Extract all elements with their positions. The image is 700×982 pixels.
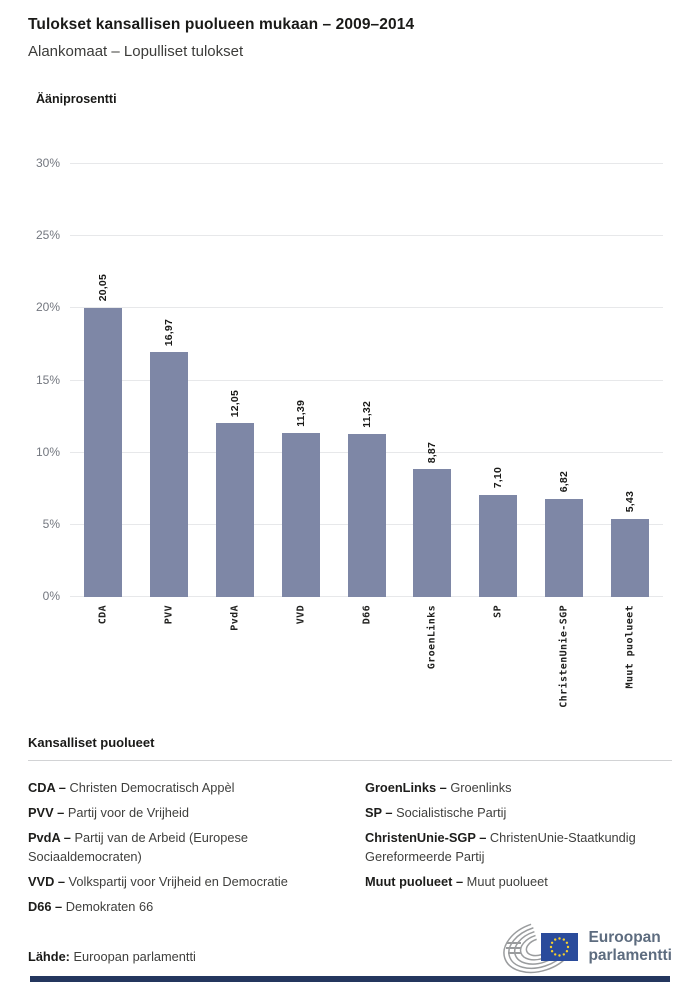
- y-tick-label: 10%: [35, 444, 60, 459]
- bottom-bar: [30, 976, 670, 982]
- legend-item: PvdA – Partij van de Arbeid (Europese So…: [28, 828, 335, 868]
- legend-term: PVV –: [28, 804, 65, 820]
- logo-text: Euroopan parlamentti: [588, 929, 672, 966]
- legend-column: GroenLinks – Groenlinks SP – Socialistisc…: [365, 778, 672, 922]
- x-axis-label: PVV: [163, 605, 175, 625]
- legend-title: Kansalliset puolueet: [28, 735, 155, 750]
- legend-term: ChristenUnie-SGP –: [365, 829, 487, 845]
- bar-column: 20,05 CDA: [70, 164, 136, 624]
- logo-text-line1: Euroopan: [588, 928, 661, 946]
- gridline: 25%: [36, 228, 663, 242]
- logo-text-line2: parlamentti: [588, 947, 672, 964]
- bar-value-label: 5,43: [624, 491, 637, 513]
- ep-logo: Euroopan parlamentti: [501, 920, 672, 974]
- y-tick-label: 30%: [35, 156, 60, 170]
- y-tick-label: 25%: [35, 228, 60, 243]
- bar-PvdA[interactable]: [215, 423, 254, 597]
- legend-column: CDA – Christen Democratisch Appèl PVV – P…: [28, 778, 335, 922]
- x-axis-label: GroenLinks: [426, 605, 438, 670]
- legend-columns: CDA – Christen Democratisch Appèl PVV – P…: [28, 778, 672, 922]
- legend-item: VVD – Volkspartij voor Vrijheid en Democ…: [28, 872, 335, 892]
- bar-column: 12,05 PvdA: [202, 164, 268, 631]
- y-axis-title: Ääniprosentti: [36, 92, 117, 106]
- x-axis-label: CDA: [97, 605, 109, 625]
- legend-desc: Socialistische Partij: [392, 804, 507, 820]
- bar-value-label: 11,32: [360, 400, 373, 428]
- gridline: 20%: [36, 300, 663, 314]
- eu-flag-icon: [541, 933, 579, 961]
- legend-divider: [28, 760, 672, 761]
- legend-desc: Muut puolueet: [463, 874, 548, 890]
- gridline: 30%: [36, 156, 663, 170]
- x-axis-label: SP: [492, 605, 504, 618]
- bar-column: 7,10 SP: [465, 164, 531, 618]
- bar-value-label: 20,05: [96, 274, 109, 302]
- chart: 0% 5% 10% 15% 20% 25% 30% 20,05 CDA 16,97 PVV 12,05…: [28, 156, 672, 708]
- source-line: Lähde: Euroopan parlamentti: [28, 949, 196, 964]
- legend-desc: Demokraten 66: [62, 899, 154, 915]
- legend-desc: Partij van de Arbeid (Europese Sociaalde…: [28, 829, 249, 865]
- bar-series: 20,05 CDA 16,97 PVV 12,05 PvdA 11,39 VVD 11,32 D6…: [70, 164, 663, 708]
- bar-value-label: 12,05: [228, 389, 241, 418]
- bar-Muut puolueet[interactable]: [611, 518, 650, 597]
- x-axis-label: PvdA: [229, 605, 241, 631]
- bar-column: 16,97 PVV: [136, 164, 202, 624]
- page-subtitle: Alankomaat – Lopulliset tulokset: [28, 43, 244, 60]
- legend-term: SP –: [365, 804, 393, 820]
- legend-item: CDA – Christen Democratisch Appèl: [28, 778, 335, 798]
- legend-desc: Volkspartij voor Vrijheid en Democratie: [65, 874, 288, 890]
- bar-SP[interactable]: [479, 494, 518, 597]
- legend-item: PVV – Partij voor de Vrijheid: [28, 803, 335, 823]
- legend-item: ChristenUnie-SGP – ChristenUnie-Staatkun…: [365, 828, 672, 868]
- legend-desc: Groenlinks: [446, 780, 512, 795]
- bar-column: 11,32 D66: [334, 164, 400, 624]
- x-axis-label: Muut puolueet: [624, 605, 636, 689]
- y-tick-label: 5%: [42, 516, 60, 531]
- source-label: Lähde:: [28, 949, 70, 964]
- x-axis-label: ChristenUnie-SGP: [558, 605, 570, 708]
- x-axis-label: D66: [361, 605, 372, 625]
- bar-column: 11,39 VVD: [268, 164, 334, 624]
- legend-term: VVD –: [28, 874, 65, 890]
- bar-D66[interactable]: [347, 433, 386, 597]
- x-axis-label: VVD: [295, 605, 307, 625]
- bar-value-label: 11,39: [294, 399, 307, 427]
- bar-column: 5,43 Muut puolueet: [597, 164, 663, 688]
- legend-term: GroenLinks –: [365, 780, 447, 795]
- legend-term: CDA –: [28, 780, 66, 795]
- legend-term: PvdA –: [28, 829, 71, 845]
- source-value: Euroopan parlamentti: [73, 949, 196, 964]
- bar-ChristenUnie-SGP[interactable]: [545, 498, 584, 597]
- legend-item: GroenLinks – Groenlinks: [365, 778, 672, 798]
- bar-VVD[interactable]: [281, 432, 320, 597]
- y-tick-label: 0%: [42, 589, 60, 603]
- legend-item: D66 – Demokraten 66: [28, 897, 335, 917]
- bar-value-label: 8,87: [426, 441, 439, 463]
- bar-GroenLinks[interactable]: [413, 468, 452, 597]
- bar-value-label: 7,10: [492, 467, 505, 489]
- legend-item: Muut puolueet – Muut puolueet: [365, 872, 672, 892]
- plot-area: 0% 5% 10% 15% 20% 25% 30% 20,05 CDA 16,97 PVV 12,05…: [36, 156, 663, 708]
- legend-desc: ChristenUnie-Staatkundig Gereformeerde P…: [365, 829, 636, 865]
- legend-desc: Partij voor de Vrijheid: [64, 804, 189, 820]
- bar-value-label: 16,97: [162, 318, 175, 347]
- legend-section: Kansalliset puolueet CDA – Christen Demo…: [28, 735, 672, 922]
- legend-term: D66 –: [28, 899, 63, 915]
- y-tick-label: 15%: [35, 372, 60, 387]
- gridline: 15%: [36, 373, 663, 387]
- legend-item: SP – Socialistische Partij: [365, 803, 672, 823]
- legend-term: Muut puolueet –: [365, 874, 464, 890]
- bar-value-label: 6,82: [558, 471, 571, 493]
- bar-CDA[interactable]: [83, 307, 122, 597]
- bar-column: 8,87 GroenLinks: [399, 164, 465, 669]
- bar-PVV[interactable]: [149, 352, 188, 597]
- y-tick-label: 20%: [35, 300, 60, 315]
- hemicycle-icon: [503, 920, 579, 974]
- legend-desc: Christen Democratisch Appèl: [65, 780, 235, 795]
- bar-column: 6,82 ChristenUnie-SGP: [531, 164, 597, 708]
- footer: Lähde: Euroopan parlamentti: [28, 918, 672, 974]
- page-title: Tulokset kansallisen puolueen mukaan – 2…: [28, 16, 415, 33]
